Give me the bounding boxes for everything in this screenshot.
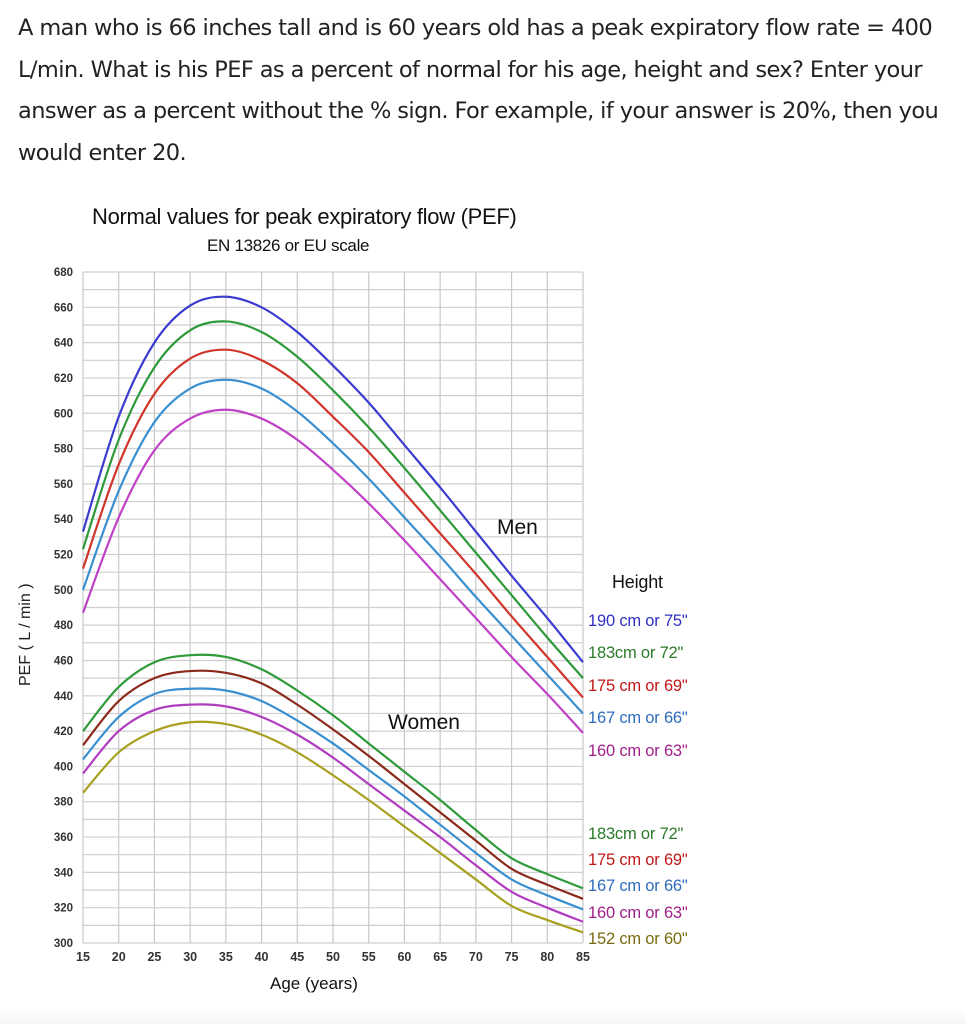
x-tick-label: 55	[362, 950, 376, 964]
series-line-men	[81, 378, 584, 715]
legend-men-175: 175 cm or 69"	[588, 677, 688, 695]
y-tick-label: 500	[54, 585, 73, 597]
legend-title: Height	[612, 572, 663, 592]
y-tick-label: 480	[54, 620, 73, 632]
series-line-men	[81, 408, 584, 734]
series-line-women	[82, 653, 584, 890]
y-tick-label: 320	[54, 903, 73, 915]
legend-women-160: 160 cm or 63"	[588, 904, 688, 922]
y-tick-label: 520	[54, 550, 73, 562]
x-tick-label: 30	[183, 950, 197, 964]
y-tick-label: 420	[54, 726, 73, 738]
legend-men-167: 167 cm or 66"	[588, 709, 688, 727]
women-annotation: Women	[388, 711, 460, 734]
y-tick-label: 460	[54, 655, 73, 667]
series-line-men	[81, 295, 584, 663]
x-tick-label: 40	[255, 950, 269, 964]
x-tick-label: 85	[576, 950, 590, 964]
series-line-men	[81, 320, 584, 679]
y-tick-label: 440	[54, 691, 73, 703]
series-line-men	[81, 348, 584, 699]
chart-grid	[82, 271, 584, 944]
x-tick-label: 45	[290, 950, 304, 964]
legend-women-175: 175 cm or 69"	[588, 851, 688, 869]
question-text: A man who is 66 inches tall and is 60 ye…	[18, 15, 939, 166]
y-tick-label: 620	[54, 373, 73, 385]
x-tick-label: 15	[76, 950, 90, 964]
chart-subtitle: EN 13826 or EU scale	[207, 236, 370, 255]
legend-women-167: 167 cm or 66"	[588, 877, 688, 895]
y-tick-label: 680	[54, 267, 73, 279]
legend-women-152: 152 cm or 60"	[588, 930, 688, 948]
x-axis-label: Age (years)	[270, 974, 358, 993]
axis-ticks: 300 320 340 360 380 400 420 440 460 480 500 520 540 5…	[54, 267, 590, 964]
series-line-women	[82, 687, 584, 911]
series-line-women	[82, 720, 584, 934]
legend-men-190: 190 cm or 75"	[588, 612, 688, 630]
y-tick-label: 560	[54, 479, 73, 491]
legend-women-183: 183cm or 72"	[588, 825, 684, 843]
y-tick-label: 580	[54, 444, 73, 456]
series-line-women	[82, 669, 584, 900]
y-tick-label: 380	[54, 797, 73, 809]
y-axis-label: PEF ( L / min )	[17, 583, 34, 686]
y-tick-label: 400	[54, 761, 73, 773]
y-tick-label: 640	[54, 338, 73, 350]
y-tick-label: 660	[54, 302, 73, 314]
y-tick-label: 360	[54, 832, 73, 844]
legend-men-160: 160 cm or 63"	[588, 742, 688, 760]
x-tick-label: 80	[540, 950, 554, 964]
y-tick-label: 600	[54, 408, 73, 420]
page-bottom-edge	[0, 1008, 965, 1024]
y-tick-label: 300	[54, 938, 73, 950]
series-line-women	[82, 703, 584, 923]
men-annotation: Men	[497, 516, 538, 539]
x-tick-label: 65	[433, 950, 447, 964]
chart-lines	[81, 295, 584, 934]
x-tick-label: 25	[147, 950, 161, 964]
y-tick-label: 540	[54, 514, 73, 526]
x-tick-label: 35	[219, 950, 233, 964]
x-tick-label: 20	[112, 950, 126, 964]
x-tick-label: 50	[326, 950, 340, 964]
x-tick-label: 60	[397, 950, 411, 964]
legend-men-183: 183cm or 72"	[588, 644, 684, 662]
chart-title: Normal values for peak expiratory flow (…	[92, 204, 517, 229]
y-tick-label: 340	[54, 867, 73, 879]
x-tick-label: 70	[469, 950, 483, 964]
x-tick-label: 75	[505, 950, 519, 964]
